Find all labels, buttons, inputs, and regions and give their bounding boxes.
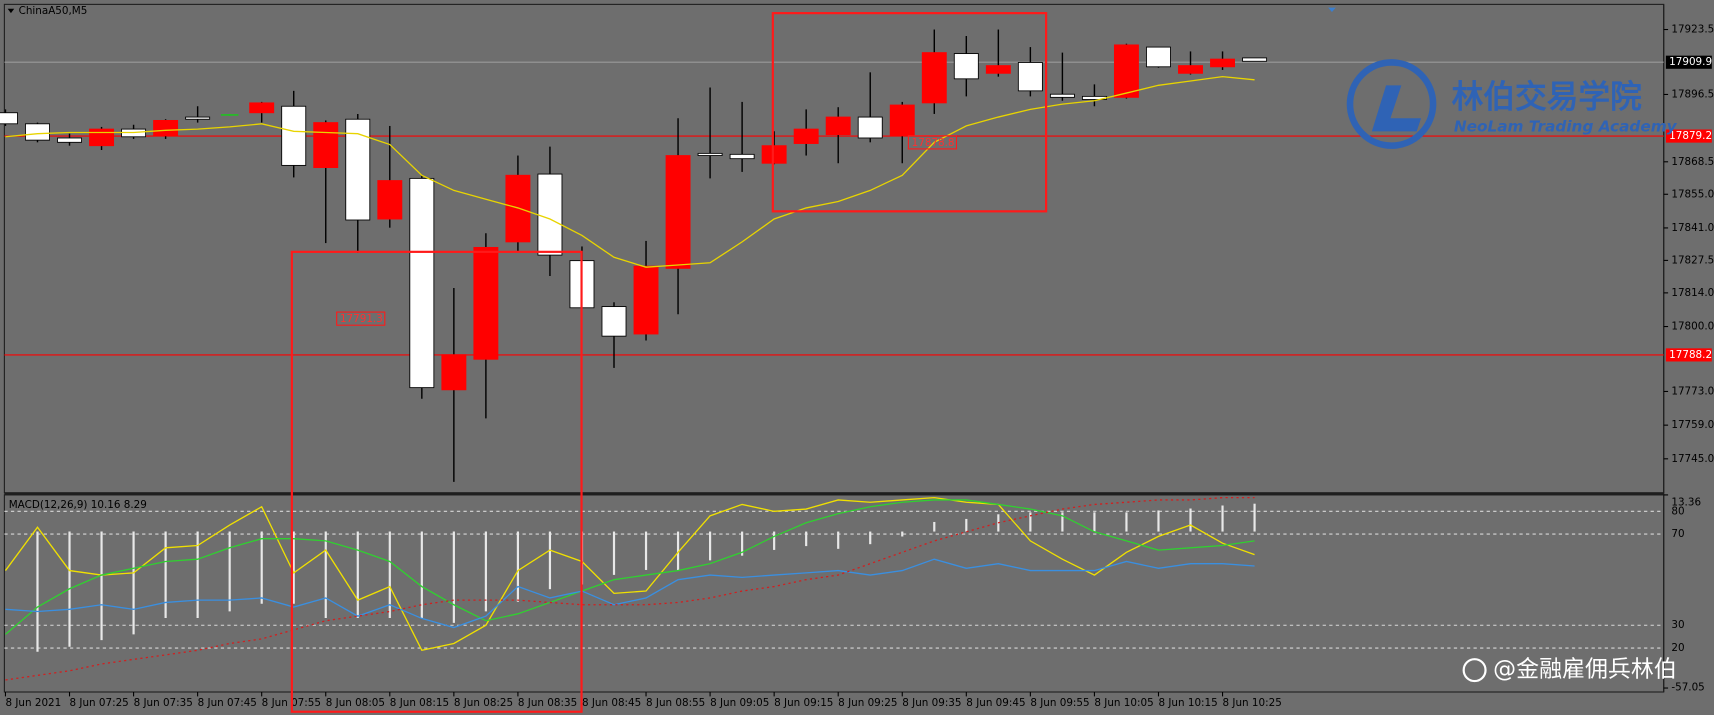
indicator-title: MACD(12,26,9) 10.16 8.29 <box>9 499 147 511</box>
highlight-box <box>290 250 583 713</box>
candle-body <box>313 122 339 169</box>
x-tick-label: 8 Jun 09:05 <box>710 697 769 709</box>
logo-mark <box>1371 85 1422 132</box>
candle-body <box>409 177 435 389</box>
watermark-credit: @金融雇佣兵林伯 <box>1493 657 1677 683</box>
y-tick-label: 17759.0 <box>1671 419 1714 431</box>
logo-ring <box>1346 59 1437 149</box>
candle-body <box>377 180 403 220</box>
candle-body <box>761 145 787 164</box>
menu-arrow <box>7 8 15 14</box>
candle-body <box>473 246 499 360</box>
watermark-subtitle: NeoLam Trading Academy <box>1454 118 1678 136</box>
price-label: 17788.2 <box>1669 349 1712 361</box>
candle-body <box>1049 93 1075 98</box>
candle-body <box>953 53 979 80</box>
y2-tick-label: -57.05 <box>1671 682 1704 694</box>
x-tick-label: 8 Jun 10:05 <box>1094 697 1153 709</box>
x-tick-label: 8 Jun 07:35 <box>134 697 193 709</box>
candle-body <box>665 155 691 269</box>
line-series <box>5 496 1255 681</box>
x-tick-label: 8 Jun 08:05 <box>326 697 385 709</box>
y-tick-label: 80 <box>1671 505 1684 517</box>
y-tick-label: 20 <box>1671 642 1684 654</box>
candle-body <box>249 102 275 114</box>
x-tick-label: 8 Jun 08:45 <box>582 697 641 709</box>
candle-body <box>697 152 723 156</box>
line-series <box>5 558 1255 629</box>
y-tick-label: 17855.0 <box>1671 188 1714 200</box>
line-series <box>4 496 1255 652</box>
price-label: 17879.2 <box>1669 130 1712 142</box>
y-tick-label: 17923.5 <box>1671 24 1714 36</box>
y-tick-label: 17745.0 <box>1671 453 1714 465</box>
chart-title: ChinaA50,M5 <box>19 5 88 17</box>
y-tick-label: 17800.0 <box>1671 321 1714 333</box>
x-tick-label: 8 Jun 07:45 <box>198 697 257 709</box>
price-label: 17909.9 <box>1669 56 1712 68</box>
y-tick-label: 30 <box>1671 619 1684 631</box>
annotation-box <box>907 135 958 150</box>
candle-body <box>441 354 467 391</box>
candle-body <box>0 112 18 125</box>
candle-body <box>793 128 819 144</box>
plot-area: 17923.5 17896.5 17868.5 17855.0 17841.0 17827… <box>0 4 1714 709</box>
y-tick-label: 17814.0 <box>1671 287 1714 299</box>
candle-body <box>1210 58 1235 68</box>
candle-body <box>57 137 82 143</box>
candle-body <box>1113 44 1139 98</box>
annotation: 17878.8 <box>912 137 955 149</box>
candle-body <box>281 105 307 166</box>
candle-body <box>601 306 627 337</box>
x-tick-label: 8 Jun 08:55 <box>646 697 705 709</box>
shift-marker <box>1328 7 1336 13</box>
candle-body <box>1017 62 1043 92</box>
credit-icon <box>1462 658 1487 683</box>
highlight-box <box>771 12 1048 213</box>
candle-body <box>857 116 883 139</box>
candle-body <box>185 116 211 120</box>
candle-body <box>729 153 755 160</box>
candle-body <box>985 65 1011 74</box>
candle-body <box>921 52 947 104</box>
watermark-title: 林伯交易学院 <box>1452 79 1642 116</box>
y-tick-label: 17827.5 <box>1671 254 1714 266</box>
y-tick-label: 17896.5 <box>1671 88 1714 100</box>
candle-body <box>153 119 179 137</box>
price-label-box <box>1665 348 1712 362</box>
x-tick-label: 8 Jun 07:25 <box>70 697 129 709</box>
y2-tick-label: 13.36 <box>1671 497 1701 509</box>
candle-body <box>89 128 115 147</box>
candle-body <box>1178 65 1203 74</box>
x-tick-label: 8 Jun 08:35 <box>518 697 577 709</box>
x-tick-label: 8 Jun 09:15 <box>774 697 833 709</box>
price-label-box <box>1665 129 1712 143</box>
price-label-box <box>1665 55 1712 69</box>
candle-body <box>889 104 915 137</box>
y-tick-label: 17841.0 <box>1671 222 1714 234</box>
annotation-box <box>336 311 386 326</box>
y-tick-label: 17773.0 <box>1671 385 1714 397</box>
y-tick-label: 17868.5 <box>1671 156 1714 168</box>
x-tick-label: 8 Jun 08:25 <box>454 697 513 709</box>
candle-body <box>1146 46 1171 68</box>
x-tick-label: 8 Jun 10:25 <box>1223 697 1282 709</box>
candle-body <box>825 116 851 136</box>
x-tick-label: 8 Jun 09:25 <box>838 697 897 709</box>
x-tick-label: 8 Jun 09:35 <box>902 697 961 709</box>
x-tick-label: 8 Jun 2021 <box>5 697 61 709</box>
y-tick-label: 70 <box>1671 528 1684 540</box>
x-tick-label: 8 Jun 09:45 <box>966 697 1025 709</box>
candle-body <box>25 123 50 141</box>
candle-body <box>633 265 659 335</box>
candle-body <box>537 173 563 256</box>
candle-body <box>1242 57 1268 62</box>
x-tick-label: 8 Jun 10:15 <box>1158 697 1217 709</box>
x-tick-label: 8 Jun 08:15 <box>390 697 449 709</box>
annotation: 17791.3 <box>340 313 383 325</box>
x-tick-label: 8 Jun 09:55 <box>1030 697 1089 709</box>
watermark: 林伯交易学院 NeoLam Trading Academy @金融雇佣兵林伯 <box>1346 59 1678 683</box>
